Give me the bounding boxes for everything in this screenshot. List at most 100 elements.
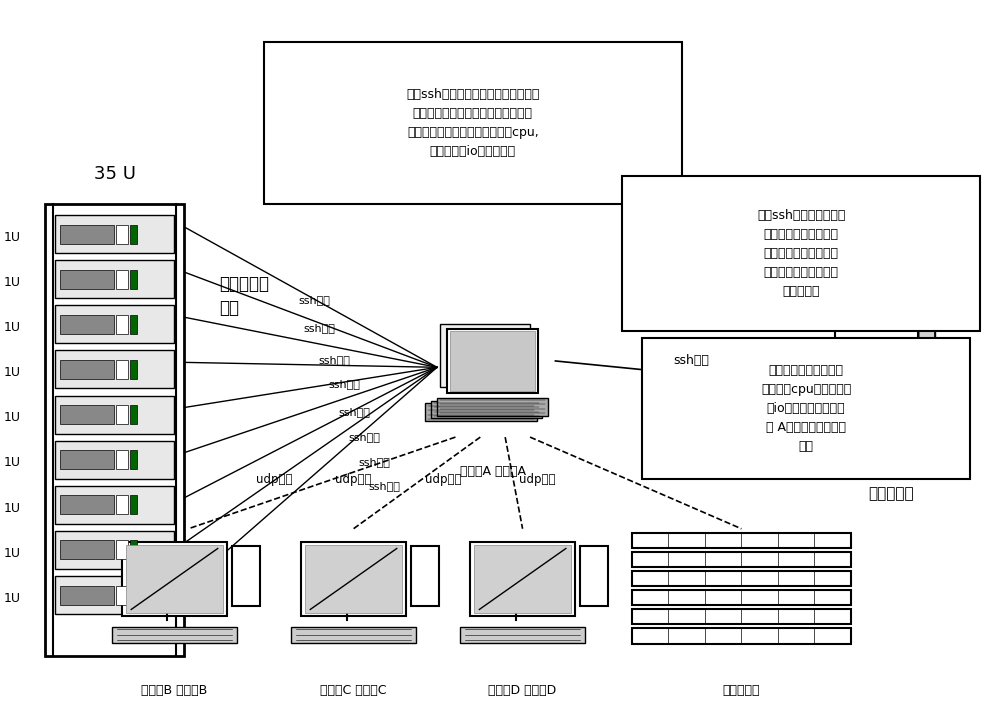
Text: udp链接: udp链接	[519, 474, 556, 486]
Text: 作为客户端的虚拟机会
将本身的cpu，内存，磁
盘io等性能上报给服务
端 A，作为虚拟机性能
记录: 作为客户端的虚拟机会 将本身的cpu，内存，磁 盘io等性能上报给服务 端 A，…	[761, 364, 851, 453]
Bar	[116, 360, 128, 379]
Text: 1U: 1U	[3, 456, 20, 470]
Bar	[632, 628, 851, 644]
Bar	[580, 546, 608, 606]
Bar	[116, 224, 128, 244]
Bar	[305, 545, 402, 613]
Text: ssh链接: ssh链接	[674, 355, 710, 367]
Bar	[264, 42, 682, 204]
Bar	[126, 545, 223, 613]
Bar	[437, 398, 548, 415]
Bar	[112, 627, 237, 643]
Bar	[55, 486, 174, 524]
Text: 虚拟机列表: 虚拟机列表	[723, 684, 760, 697]
Bar	[632, 609, 851, 625]
Bar	[642, 338, 970, 479]
Text: 1U: 1U	[3, 591, 20, 605]
Bar	[835, 326, 918, 435]
Text: 1U: 1U	[3, 411, 20, 424]
Bar	[60, 495, 114, 515]
Bar	[622, 176, 980, 331]
Text: udp链接: udp链接	[256, 474, 292, 486]
Bar	[55, 350, 174, 388]
Bar	[130, 314, 137, 333]
Bar	[460, 627, 585, 643]
Bar	[130, 405, 137, 424]
Bar	[130, 586, 137, 605]
Bar	[55, 441, 174, 479]
Bar	[116, 495, 128, 515]
Bar	[425, 403, 537, 421]
Bar	[130, 224, 137, 244]
Text: ssh链接: ssh链接	[319, 355, 351, 364]
Bar	[55, 305, 174, 343]
Text: ssh链接: ssh链接	[358, 457, 390, 467]
Text: 虚拟机C 客户端C: 虚拟机C 客户端C	[320, 684, 387, 697]
Text: 物理客户机: 物理客户机	[868, 486, 913, 501]
Bar	[60, 360, 114, 379]
Bar	[116, 314, 128, 333]
Bar	[60, 314, 114, 333]
Polygon shape	[835, 305, 935, 326]
Bar	[130, 360, 137, 379]
Text: 1U: 1U	[3, 366, 20, 379]
Bar	[431, 400, 542, 418]
Text: 虚拟机B 客户端B: 虚拟机B 客户端B	[141, 684, 208, 697]
Text: ssh链接: ssh链接	[349, 432, 380, 442]
Text: 35 U: 35 U	[94, 165, 136, 183]
Bar	[411, 546, 439, 606]
Bar	[130, 269, 137, 289]
Bar	[450, 331, 535, 391]
Bar	[55, 260, 174, 298]
Bar	[55, 531, 174, 569]
Bar	[60, 269, 114, 289]
Bar	[116, 269, 128, 289]
Text: 物理服务器
集群: 物理服务器 集群	[219, 275, 269, 317]
Bar	[55, 215, 174, 253]
Text: ssh链接: ssh链接	[329, 379, 361, 389]
Bar	[632, 590, 851, 606]
Text: 1U: 1U	[3, 501, 20, 515]
Text: 通过ssh链接物理服务器，获取并记录
虚拟机中的虚拟应用计算所需要物理
硬件服务器的性能消耗情况，如cpu,
内存，硬盘io和网络数据: 通过ssh链接物理服务器，获取并记录 虚拟机中的虚拟应用计算所需要物理 硬件服务…	[406, 88, 540, 159]
Bar	[116, 405, 128, 424]
Bar	[632, 532, 851, 548]
Bar	[301, 542, 406, 616]
Bar	[60, 224, 114, 244]
Text: udp链接: udp链接	[335, 474, 372, 486]
Text: udp链接: udp链接	[425, 474, 461, 486]
Bar	[55, 396, 174, 434]
Text: 虚拟机A 服务端A: 虚拟机A 服务端A	[460, 465, 526, 478]
Bar	[116, 450, 128, 470]
Bar	[122, 542, 227, 616]
Bar	[232, 546, 260, 606]
Text: 虚拟机D 客户端D: 虚拟机D 客户端D	[488, 684, 557, 697]
Bar	[474, 545, 571, 613]
Text: 1U: 1U	[3, 321, 20, 334]
Bar	[130, 540, 137, 560]
Bar	[470, 542, 575, 616]
Bar	[116, 540, 128, 560]
Text: 1U: 1U	[3, 276, 20, 289]
Bar	[632, 552, 851, 567]
Text: ssh链接: ssh链接	[299, 295, 331, 305]
Text: ssh链接: ssh链接	[368, 482, 400, 491]
Bar	[55, 576, 174, 614]
Bar	[130, 495, 137, 515]
Bar	[45, 204, 184, 656]
Bar	[291, 627, 416, 643]
Bar	[60, 450, 114, 470]
Text: 1U: 1U	[3, 231, 20, 244]
Text: 1U: 1U	[3, 546, 20, 560]
Bar	[447, 329, 538, 393]
Text: 通过ssh获取并记录物理
服务器发送给远程终端
的数据流量大小，从而
计算出不同应用所需要
的网络带宽: 通过ssh获取并记录物理 服务器发送给远程终端 的数据流量大小，从而 计算出不同…	[757, 209, 845, 298]
Bar	[60, 405, 114, 424]
Bar	[60, 540, 114, 560]
Bar	[130, 450, 137, 470]
Text: ssh链接: ssh链接	[339, 407, 370, 417]
Bar	[60, 586, 114, 605]
Bar	[632, 571, 851, 586]
Bar	[116, 586, 128, 605]
Bar	[440, 324, 530, 387]
Text: ssh链接: ssh链接	[304, 323, 336, 333]
Polygon shape	[918, 305, 935, 435]
